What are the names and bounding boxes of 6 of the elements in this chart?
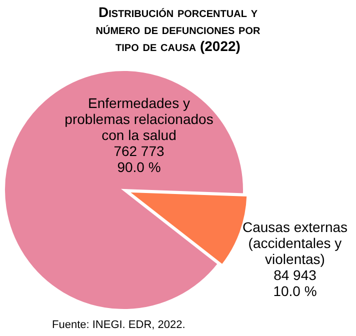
data-label: 84 943 10.0 %: [273, 267, 317, 299]
source-note: Fuente: INEGI. EDR, 2022.: [52, 319, 186, 331]
chart-title: Distribución porcentual y número de defunciones por tipo de causa (2022): [96, 4, 261, 54]
slice-label: Enfermedades y problemas relacionados con la salud: [64, 95, 214, 143]
slice-label: Causas externas (accidentales y violentas): [242, 219, 348, 267]
data-label: 762 773 90.0 %: [114, 143, 165, 175]
